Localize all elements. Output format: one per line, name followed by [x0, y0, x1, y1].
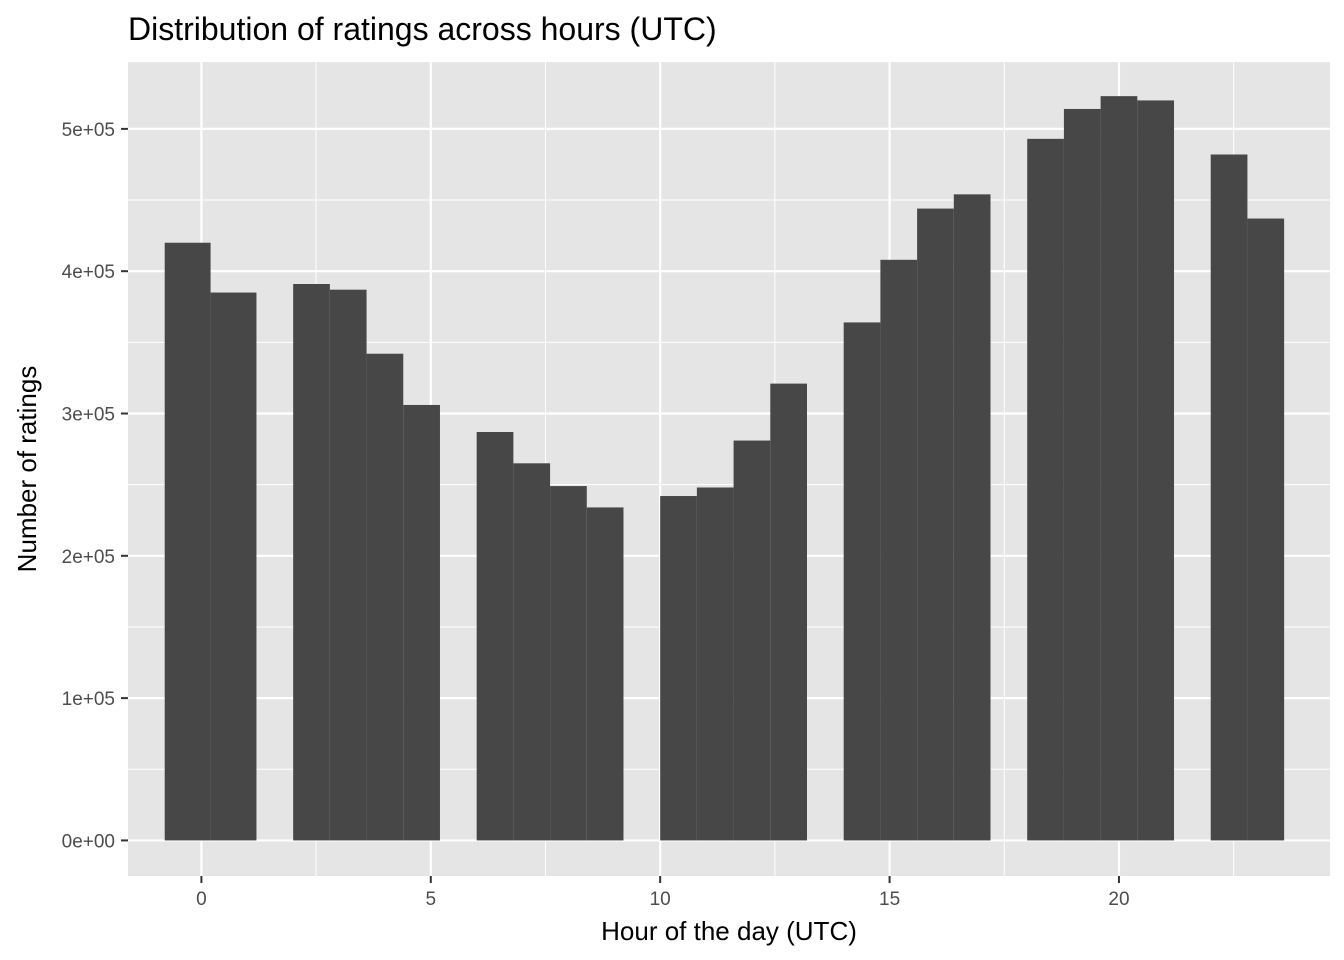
histogram-bar: [843, 322, 881, 841]
histogram-bar: [1137, 100, 1175, 841]
x-tick-label: 20: [1108, 889, 1129, 910]
bars: [164, 96, 1285, 841]
histogram-bar: [1063, 108, 1101, 841]
histogram-bar: [164, 242, 211, 841]
histogram-bar: [210, 292, 257, 841]
histogram-bar: [660, 496, 697, 841]
y-tick-label: 0e+00: [62, 831, 115, 852]
x-tick-label: 10: [650, 889, 671, 910]
chart-title: Distribution of ratings across hours (UT…: [128, 11, 717, 47]
histogram-bar: [733, 440, 771, 841]
histogram-bar: [1027, 138, 1064, 841]
histogram-bar: [366, 353, 404, 841]
y-axis: 0e+00 1e+05 2e+05 3e+05 4e+05 5e+05: [62, 120, 128, 852]
histogram-bar: [513, 463, 551, 841]
y-tick-label: 3e+05: [62, 405, 115, 426]
x-axis-title: Hour of the day (UTC): [601, 916, 857, 946]
histogram-bar: [953, 194, 991, 841]
histogram-bar: [917, 208, 954, 841]
histogram-bar: [1247, 218, 1285, 841]
x-tick-label: 5: [426, 889, 437, 910]
histogram-bar: [329, 289, 367, 841]
histogram-bar: [403, 404, 440, 841]
y-tick-label: 4e+05: [62, 262, 115, 283]
histogram-bar: [1100, 96, 1138, 841]
histogram-bar: [550, 486, 587, 841]
x-tick-label: 15: [879, 889, 900, 910]
histogram-bar: [770, 383, 807, 841]
histogram-bar: [293, 284, 330, 841]
x-axis: 0 5 10 15 20: [196, 876, 1130, 910]
y-tick-label: 5e+05: [62, 120, 115, 141]
histogram-bar: [880, 259, 918, 841]
y-axis-title: Number of ratings: [12, 366, 42, 573]
histogram-bar: [696, 487, 734, 841]
x-tick-label: 0: [196, 889, 207, 910]
histogram-bar: [476, 432, 514, 841]
y-tick-label: 1e+05: [62, 689, 115, 710]
y-tick-label: 2e+05: [62, 547, 115, 568]
histogram-bar: [1210, 154, 1248, 841]
histogram-bar: [586, 507, 624, 841]
